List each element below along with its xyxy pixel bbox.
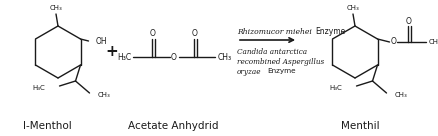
Text: O: O <box>391 38 396 47</box>
Text: recombined Aspergillus: recombined Aspergillus <box>237 58 324 66</box>
Text: oryzae: oryzae <box>237 68 261 76</box>
Text: CH₃: CH₃ <box>98 92 110 98</box>
Text: CH₃: CH₃ <box>49 5 62 11</box>
Text: CH₃: CH₃ <box>218 52 232 61</box>
Text: +: + <box>106 44 118 60</box>
Text: H₃C: H₃C <box>33 85 46 91</box>
Text: Enzyme: Enzyme <box>315 27 345 36</box>
Text: O: O <box>150 29 156 38</box>
Text: O: O <box>171 52 177 61</box>
Text: H₃C: H₃C <box>330 85 343 91</box>
Text: Enzyme: Enzyme <box>267 68 296 74</box>
Text: Rhizomucor miehei: Rhizomucor miehei <box>237 28 312 36</box>
Text: Acetate Anhydrid: Acetate Anhydrid <box>128 121 218 131</box>
Text: Menthil: Menthil <box>341 121 379 131</box>
Text: CH₃: CH₃ <box>428 39 438 45</box>
Text: l-Menthol: l-Menthol <box>23 121 71 131</box>
Text: Candida antarctica: Candida antarctica <box>237 48 307 56</box>
Text: OH: OH <box>95 36 107 46</box>
Text: H₃C: H₃C <box>117 52 131 61</box>
Text: CH₃: CH₃ <box>346 5 359 11</box>
Text: O: O <box>192 29 198 38</box>
Text: CH₃: CH₃ <box>395 92 407 98</box>
Text: O: O <box>406 16 411 26</box>
